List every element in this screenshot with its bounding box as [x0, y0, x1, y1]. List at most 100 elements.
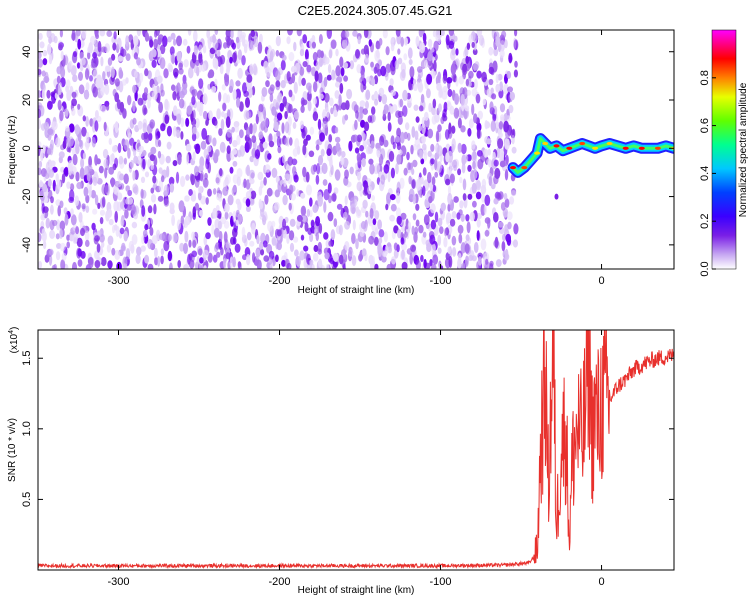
noise-speck [371, 223, 378, 232]
noise-speck [48, 169, 55, 178]
noise-speck [464, 154, 469, 163]
noise-speck [442, 85, 448, 93]
noise-speck [281, 122, 285, 134]
noise-speck [94, 120, 99, 132]
noise-speck [335, 48, 339, 57]
noise-speck [218, 193, 223, 202]
noise-speck [325, 263, 330, 269]
noise-speck [348, 249, 354, 257]
noise-speck [160, 248, 165, 256]
noise-speck [509, 91, 515, 101]
noise-speck [484, 194, 491, 206]
noise-speck [445, 178, 451, 186]
noise-speck [512, 239, 519, 248]
noise-speck [412, 159, 418, 168]
noise-speck [262, 215, 267, 226]
noise-speck [510, 190, 517, 197]
noise-speck [219, 64, 224, 75]
x-tick-label: 0 [598, 576, 604, 588]
noise-speck [63, 167, 69, 176]
noise-speck [194, 165, 199, 177]
noise-speck [286, 262, 292, 269]
noise-speck [70, 208, 74, 217]
noise-speck [108, 218, 114, 226]
noise-speck [385, 203, 389, 211]
noise-speck [149, 39, 154, 48]
noise-speck [292, 148, 298, 157]
noise-speck [437, 124, 442, 132]
noise-speck [124, 209, 129, 219]
noise-speck [158, 179, 164, 192]
noise-speck [369, 163, 375, 175]
spectrogram-signal-trace [507, 133, 674, 200]
noise-speck [457, 168, 462, 176]
noise-speck [427, 51, 433, 62]
noise-speck [176, 82, 181, 93]
noise-speck [227, 194, 234, 206]
noise-speck [275, 254, 279, 263]
noise-speck [207, 252, 213, 263]
noise-speck [234, 243, 241, 253]
noise-speck [418, 105, 424, 112]
noise-speck [242, 39, 249, 49]
noise-speck [385, 46, 390, 56]
noise-speck [444, 129, 450, 140]
noise-speck [38, 102, 43, 110]
noise-speck [255, 248, 261, 260]
noise-speck [415, 178, 422, 191]
noise-speck [387, 111, 391, 122]
noise-speck [109, 154, 114, 166]
noise-speck [155, 30, 160, 36]
noise-speck [422, 185, 426, 197]
noise-speck [427, 128, 434, 139]
noise-speck [50, 33, 56, 43]
noise-speck [188, 239, 192, 248]
noise-speck [144, 68, 149, 77]
noise-speck [154, 257, 159, 266]
noise-speck [468, 118, 474, 129]
noise-speck [192, 88, 198, 97]
noise-speck [368, 39, 372, 47]
noise-speck [144, 32, 149, 42]
noise-speck [53, 263, 58, 269]
noise-speck [133, 148, 137, 157]
noise-speck [168, 176, 175, 186]
noise-speck [371, 195, 375, 202]
noise-speck [192, 109, 196, 120]
noise-speck [79, 139, 84, 150]
noise-speck [486, 158, 492, 165]
noise-speck [85, 194, 90, 204]
noise-speck [102, 148, 109, 159]
noise-speck [117, 55, 124, 62]
noise-speck [100, 46, 107, 53]
noise-speck [317, 248, 323, 255]
noise-speck [116, 99, 121, 110]
noise-speck [460, 93, 465, 106]
noise-speck [355, 49, 360, 59]
noise-speck [144, 254, 150, 264]
noise-speck [150, 194, 157, 203]
noise-speck [217, 220, 222, 230]
noise-speck [42, 58, 48, 66]
noise-speck [89, 75, 93, 82]
noise-speck [216, 251, 221, 258]
noise-speck [207, 145, 212, 152]
noise-speck [293, 81, 298, 94]
noise-speck [251, 222, 256, 235]
noise-speck [397, 229, 402, 239]
noise-speck [284, 137, 289, 146]
noise-speck [75, 30, 81, 37]
noise-speck [465, 78, 470, 87]
noise-speck [434, 171, 439, 178]
isolated-feature [554, 193, 559, 200]
noise-speck [302, 34, 308, 44]
noise-speck [142, 158, 146, 170]
noise-speck [434, 211, 439, 223]
noise-speck [302, 144, 307, 156]
noise-speck [225, 242, 231, 249]
noise-speck [333, 218, 338, 228]
noise-speck [312, 252, 319, 262]
noise-speck [125, 248, 131, 260]
x-tick-label: 0 [598, 275, 604, 287]
